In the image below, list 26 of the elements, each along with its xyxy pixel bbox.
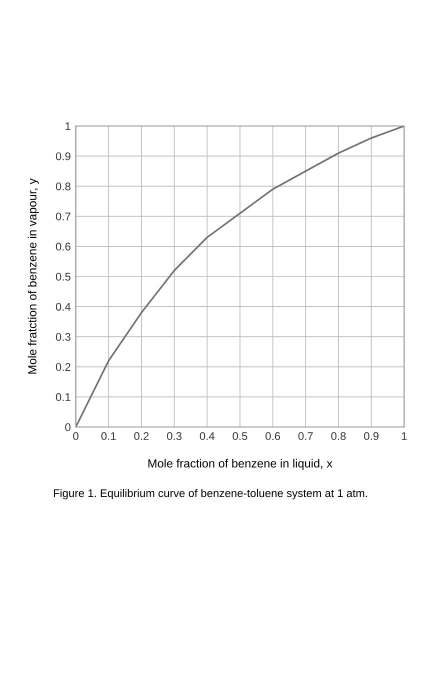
x-tick-label: 0.7	[298, 432, 313, 440]
y-tick-label: 0.3	[56, 332, 70, 341]
x-tick-label: 0.2	[134, 432, 149, 440]
x-tick-label: 0.1	[101, 432, 116, 440]
caption: Figure 1. Equilibrium curve of benzene-toluene system at 1 atm.	[54, 488, 367, 500]
y-tick-label: 0.7	[56, 212, 70, 220]
x-tick-label: 0.8	[331, 432, 346, 440]
x-axis-title: Mole fraction of benzene in liquid, x	[148, 458, 332, 470]
y-tick-label: 0.6	[56, 242, 70, 251]
y-tick-label: 0.1	[56, 393, 70, 402]
line-series	[76, 126, 404, 427]
x-tick-label: 0.4	[200, 432, 215, 440]
x-tick-label: 0.3	[167, 432, 182, 440]
x-tick-label: 0.9	[364, 432, 379, 440]
x-tick-label: 0.6	[266, 432, 280, 440]
x-tick-label: 0	[73, 432, 78, 440]
y-tick-label: 0	[65, 423, 70, 432]
y-tick-label: 0.2	[56, 363, 70, 371]
x-tick-label: 1	[402, 432, 407, 440]
y-tick-label: 0.8	[56, 182, 70, 190]
y-axis-title: Mole fratction of benzene in vapour, y	[28, 178, 39, 374]
y-tick-label: 0.4	[56, 302, 71, 311]
y-tick-label: 0.5	[56, 272, 70, 281]
y-tick-label: 0.9	[56, 152, 70, 160]
y-tick-label: 1	[66, 122, 70, 130]
x-tick-label: 0.5	[232, 432, 248, 440]
